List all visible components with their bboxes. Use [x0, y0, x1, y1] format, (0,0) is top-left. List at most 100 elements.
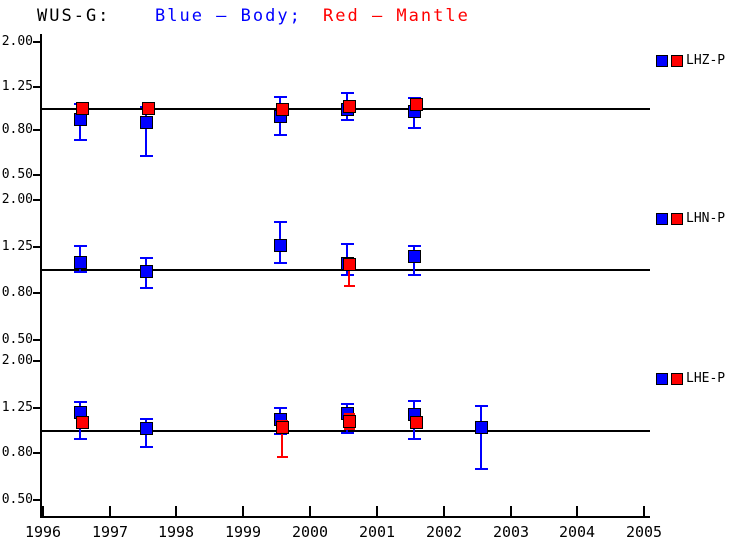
- error-cap-bottom-body: [274, 262, 287, 264]
- error-cap-top-body: [74, 401, 87, 403]
- data-point-mantle: [343, 100, 356, 113]
- x-tick-label: 2005: [625, 523, 663, 541]
- x-tick-label: 2004: [558, 523, 596, 541]
- error-cap-bottom-body: [140, 155, 153, 157]
- legend-body-swatch: [656, 55, 668, 67]
- y-tick: [33, 499, 40, 501]
- x-tick-label: 2002: [425, 523, 463, 541]
- x-tick: [109, 506, 111, 516]
- error-cap-top-body: [74, 245, 87, 247]
- error-cap-top-body: [475, 405, 488, 407]
- y-tick-label: 2.00: [1, 34, 33, 49]
- error-bar-body: [480, 406, 482, 469]
- x-tick-label: 2000: [291, 523, 329, 541]
- legend-body-swatch: [656, 213, 668, 225]
- y-tick: [33, 129, 40, 131]
- y-tick-label: 0.80: [1, 445, 33, 460]
- y-tick: [33, 246, 40, 248]
- error-cap-bottom-body: [341, 274, 354, 276]
- error-cap-bottom-body: [274, 134, 287, 136]
- error-cap-top-body: [341, 403, 354, 405]
- error-cap-bottom-body: [341, 432, 354, 434]
- x-tick: [175, 506, 177, 516]
- legend-label: LHN-P: [686, 211, 726, 226]
- data-point-mantle: [410, 416, 423, 429]
- x-tick: [242, 506, 244, 516]
- error-cap-bottom-body: [140, 446, 153, 448]
- error-cap-top-body: [274, 407, 287, 409]
- x-tick-label: 1997: [91, 523, 129, 541]
- x-axis-line: [40, 516, 650, 518]
- legend-label: LHZ-P: [686, 53, 726, 68]
- legend-mantle-swatch: [671, 213, 683, 225]
- data-point-body: [74, 256, 87, 269]
- error-cap-bottom-body: [475, 468, 488, 470]
- error-cap-top-mantle: [344, 413, 355, 415]
- x-tick-label: 2003: [492, 523, 530, 541]
- data-point-mantle: [343, 258, 356, 271]
- title-mantle-key: Red — Mantle: [323, 6, 470, 26]
- y-tick: [33, 452, 40, 454]
- y-tick: [33, 41, 40, 43]
- y-tick: [33, 292, 40, 294]
- data-point-mantle: [76, 416, 89, 429]
- x-tick: [376, 506, 378, 516]
- y-tick: [33, 360, 40, 362]
- data-point-mantle: [343, 415, 356, 428]
- error-cap-bottom-body: [74, 438, 87, 440]
- y-tick-label: 0.80: [1, 285, 33, 300]
- error-cap-top-body: [140, 418, 153, 420]
- error-cap-top-body: [274, 221, 287, 223]
- error-cap-bottom-body: [341, 119, 354, 121]
- y-tick-label: 1.25: [1, 239, 33, 254]
- y-tick-label: 0.80: [1, 122, 33, 137]
- x-tick: [42, 506, 44, 516]
- data-point-body: [274, 239, 287, 252]
- error-cap-bottom-body: [74, 139, 87, 141]
- data-point-body: [140, 265, 153, 278]
- x-tick-label: 1998: [157, 523, 195, 541]
- y-tick-label: 0.50: [1, 492, 33, 507]
- error-cap-bottom-body: [140, 287, 153, 289]
- y-tick: [33, 339, 40, 341]
- error-bar-mantle: [281, 421, 283, 457]
- data-point-body: [140, 422, 153, 435]
- y-tick: [33, 407, 40, 409]
- chart-title: WUS-G: Blue — Body; Red — Mantle: [0, 6, 733, 28]
- x-tick: [510, 506, 512, 516]
- data-point-body: [475, 421, 488, 434]
- error-bar-mantle: [348, 260, 350, 286]
- x-tick: [643, 506, 645, 516]
- y-tick-label: 0.50: [1, 332, 33, 347]
- error-cap-top-body: [274, 96, 287, 98]
- y-tick-label: 1.25: [1, 79, 33, 94]
- error-cap-top-body: [341, 92, 354, 94]
- y-tick-label: 0.50: [1, 167, 33, 182]
- data-point-body: [140, 116, 153, 129]
- data-point-mantle: [276, 421, 289, 434]
- y-tick-label: 2.00: [1, 353, 33, 368]
- x-tick-label: 1996: [24, 523, 62, 541]
- error-cap-bottom-body: [408, 127, 421, 129]
- error-cap-bottom-mantle: [344, 285, 355, 287]
- error-cap-top-body: [408, 400, 421, 402]
- x-tick: [309, 506, 311, 516]
- y-axis-line: [40, 34, 42, 518]
- title-body-key: Blue — Body;: [155, 6, 302, 26]
- error-cap-bottom-mantle: [277, 456, 288, 458]
- title-dataset-label: WUS-G:: [37, 6, 111, 26]
- x-tick-label: 2001: [358, 523, 396, 541]
- x-tick: [576, 506, 578, 516]
- data-point-body: [408, 250, 421, 263]
- data-point-mantle: [76, 102, 89, 115]
- y-tick-label: 1.25: [1, 400, 33, 415]
- error-cap-bottom-body: [274, 433, 287, 435]
- error-cap-bottom-mantle: [344, 428, 355, 430]
- error-bar-body: [145, 107, 147, 156]
- data-point-mantle: [142, 102, 155, 115]
- error-cap-bottom-body: [408, 438, 421, 440]
- data-point-mantle: [276, 103, 289, 116]
- y-tick-label: 2.00: [1, 192, 33, 207]
